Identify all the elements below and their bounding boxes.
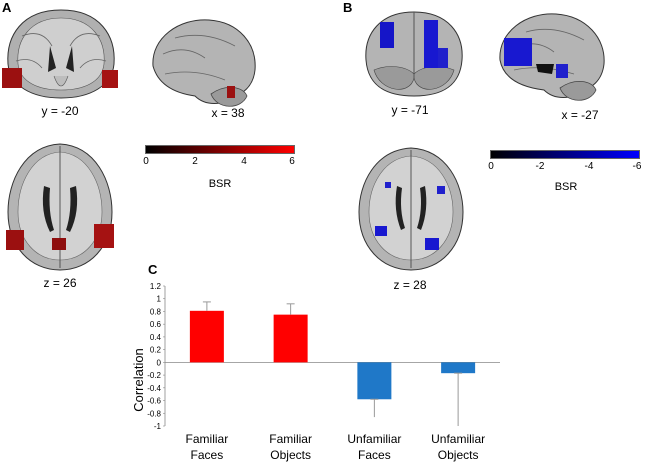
activation-cluster (425, 238, 439, 250)
x-tick-label: Objects (438, 448, 479, 462)
correlation-bar-chart: Correlation 1.2 1 0.8 0.6 0.4 0.2 0 -0.2 -0.4 -0.… (131, 282, 500, 462)
colorbar-b (490, 150, 640, 159)
panel-c-letter: C (148, 262, 158, 277)
slice-label-b-coronal: y = -71 (391, 103, 429, 117)
x-tick-label: Unfamiliar (431, 432, 485, 446)
y-tick-label: 1.2 (150, 282, 162, 291)
colorbar-b-tick: -2 (535, 161, 545, 172)
panel-a-sagittal-brain (152, 19, 256, 107)
activation-cluster (6, 230, 24, 250)
y-tick-label: -1 (154, 422, 162, 431)
x-tick-label: Unfamiliar (347, 432, 401, 446)
y-tick-label: 0.2 (150, 346, 162, 355)
y-tick-label: 0.6 (150, 320, 162, 329)
y-tick-label: -0.4 (147, 384, 161, 393)
y-tick-label: -0.6 (147, 397, 161, 406)
slice-label-a-axial: z = 26 (43, 276, 77, 290)
panel-b-axial-brain (358, 147, 464, 271)
x-tick-label: Faces (191, 448, 224, 462)
bar (357, 362, 392, 400)
bar (273, 314, 308, 363)
y-tick-label: 0.4 (150, 333, 162, 342)
colorbar-a (145, 145, 295, 154)
y-tick-label: 0 (157, 358, 162, 367)
panel-b-letter: B (343, 0, 353, 15)
slice-label-a-sagittal: x = 38 (211, 106, 245, 120)
slice-label-a-coronal: y = -20 (41, 104, 79, 118)
panel-b-coronal-brain (365, 11, 463, 97)
activation-cluster (52, 238, 66, 250)
bar (189, 310, 224, 363)
colorbar-b-tick: -6 (632, 161, 642, 172)
colorbar-b-tick: 0 (488, 161, 494, 172)
activation-cluster (94, 224, 114, 248)
colorbar-b-title: BSR (554, 181, 578, 193)
slice-label-b-sagittal: x = -27 (561, 108, 599, 122)
activation-cluster (437, 186, 445, 194)
x-tick-label: Faces (358, 448, 391, 462)
x-tick-label: Objects (270, 448, 311, 462)
activation-cluster (102, 70, 118, 88)
colorbar-a-tick: 6 (289, 156, 295, 167)
activation-cluster (2, 68, 22, 88)
activation-cluster (385, 182, 391, 188)
colorbar-a-tick: 0 (143, 156, 149, 167)
activation-cluster (504, 38, 532, 66)
x-tick-label: Familiar (269, 432, 312, 446)
y-tick-label: 0.8 (150, 307, 162, 316)
panel-a-coronal-brain (2, 9, 118, 99)
x-tick-label: Familiar (186, 432, 229, 446)
panel-a-letter: A (2, 0, 12, 15)
y-axis-label: Correlation (131, 348, 146, 412)
activation-cluster (375, 226, 387, 236)
activation-cluster (438, 48, 448, 68)
activation-cluster (380, 22, 394, 48)
activation-cluster (556, 64, 568, 78)
colorbar-a-tick: 2 (192, 156, 198, 167)
colorbar-b-tick: -4 (584, 161, 594, 172)
y-tick-label: -0.2 (147, 371, 161, 380)
y-tick-label: 1 (157, 295, 162, 304)
panel-b-sagittal-brain (499, 13, 605, 101)
activation-cluster (424, 20, 438, 68)
slice-label-b-axial: z = 28 (393, 278, 427, 292)
colorbar-a-title: BSR (208, 178, 232, 190)
bar (441, 362, 476, 374)
colorbar-a-tick: 4 (241, 156, 247, 167)
panel-a-axial-brain (6, 143, 114, 271)
activation-cluster (227, 86, 235, 98)
y-tick-label: -0.8 (147, 409, 161, 418)
